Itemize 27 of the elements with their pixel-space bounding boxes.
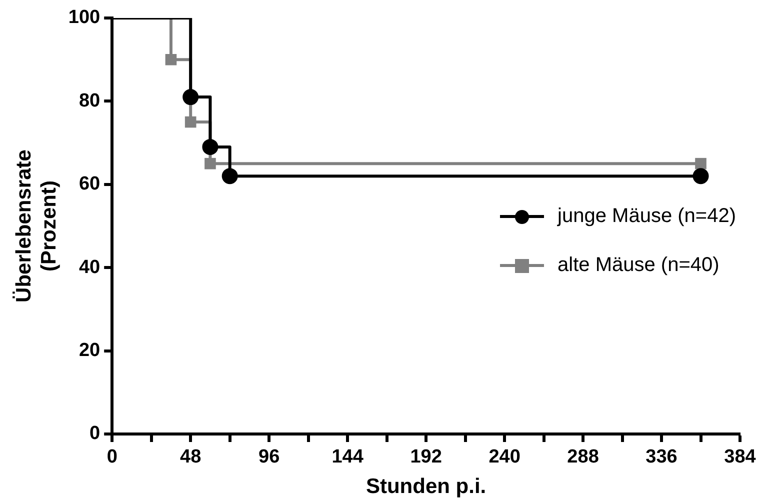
y-tick-label: 20 [78, 340, 100, 362]
y-tick-label: 80 [78, 90, 100, 112]
x-tick-label: 192 [410, 446, 442, 468]
y-tick-label: 40 [78, 256, 100, 278]
point [222, 168, 238, 184]
x-tick-label: 336 [646, 446, 678, 468]
y-tick-label: 100 [68, 7, 100, 28]
x-axis-title: Stunden p.i. [366, 475, 486, 498]
legend-label: junge Mäuse (n=42) [558, 205, 736, 228]
y-axis-title: Überlebensrate (Prozent) [12, 150, 61, 302]
x-tick-label: 48 [180, 446, 202, 468]
x-tick-label: 240 [488, 446, 520, 468]
x-tick-label: 96 [258, 446, 280, 468]
point [695, 158, 706, 170]
x-tick-label: 384 [724, 446, 756, 468]
point [202, 138, 218, 155]
x-tick-label: 144 [332, 446, 364, 468]
point [165, 54, 177, 66]
point [204, 158, 216, 170]
y-tick-label: 60 [78, 174, 100, 195]
x-tick-label: 0 [106, 446, 118, 468]
y-tick-label: 0 [90, 423, 100, 444]
legend-label: alte Mäuse (n=40) [558, 254, 720, 278]
point [692, 168, 709, 184]
point [184, 116, 196, 128]
point [182, 89, 199, 106]
x-tick-label: 288 [567, 446, 599, 468]
